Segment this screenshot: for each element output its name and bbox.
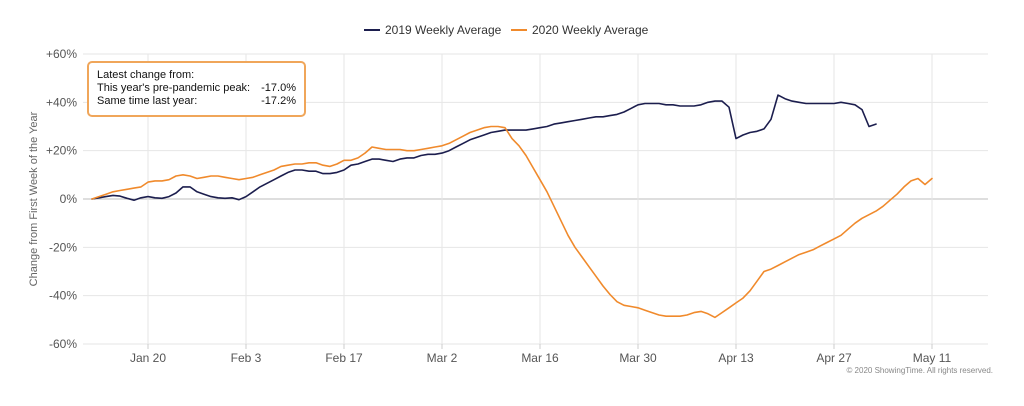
annotation-row: This year's pre-pandemic peak: -17.0% [97, 82, 296, 95]
series-line-2020 [91, 125, 933, 319]
legend: 2019 Weekly Average 2020 Weekly Average [364, 23, 649, 37]
annotation-title: Latest change from: [97, 69, 195, 81]
y-tick-label: +60% [46, 47, 77, 61]
annotation-value-peak: -17.0% [261, 82, 296, 94]
y-axis-title: Change from First Week of the Year [28, 111, 40, 286]
x-tick-label: Mar 2 [427, 351, 458, 365]
legend-item-2020[interactable]: 2020 Weekly Average [511, 23, 649, 37]
x-axis-ticks: Jan 20 Feb 3 Feb 17 Mar 2 Mar 16 Mar 30 Apr 13… [130, 344, 952, 365]
latest-change-annotation: Latest change from: This year's pre-pand… [87, 61, 306, 117]
y-tick-label: -20% [49, 240, 77, 254]
series-lines [91, 94, 933, 319]
legend-label-2020: 2020 Weekly Average [532, 23, 649, 37]
annotation-value-last-year: -17.2% [261, 95, 296, 107]
legend-item-2019[interactable]: 2019 Weekly Average [364, 23, 502, 37]
x-tick-label: Jan 20 [130, 351, 166, 365]
annotation-label-peak: This year's pre-pandemic peak: [97, 82, 251, 94]
copyright-credit: © 2020 ShowingTime. All rights reserved. [846, 366, 993, 375]
annotation-label-last-year: Same time last year: [97, 95, 198, 107]
y-tick-label: +20% [46, 144, 77, 158]
x-tick-label: Mar 30 [619, 351, 657, 365]
x-tick-label: Apr 13 [718, 351, 754, 365]
y-tick-label: -60% [49, 337, 77, 351]
y-tick-label: -40% [49, 289, 77, 303]
y-tick-label: +40% [46, 95, 77, 109]
series-line-2019 [91, 94, 877, 201]
legend-label-2019: 2019 Weekly Average [385, 23, 502, 37]
x-tick-label: Feb 3 [231, 351, 262, 365]
annotation-row: Same time last year: -17.2% [97, 95, 296, 108]
y-tick-label: 0% [60, 192, 78, 206]
y-axis-ticks: -60% -40% -20% 0% +20% +40% +60% [46, 47, 77, 351]
x-tick-label: Mar 16 [521, 351, 559, 365]
x-tick-label: Feb 17 [325, 351, 363, 365]
x-tick-label: Apr 27 [816, 351, 852, 365]
x-tick-label: May 11 [913, 351, 952, 365]
